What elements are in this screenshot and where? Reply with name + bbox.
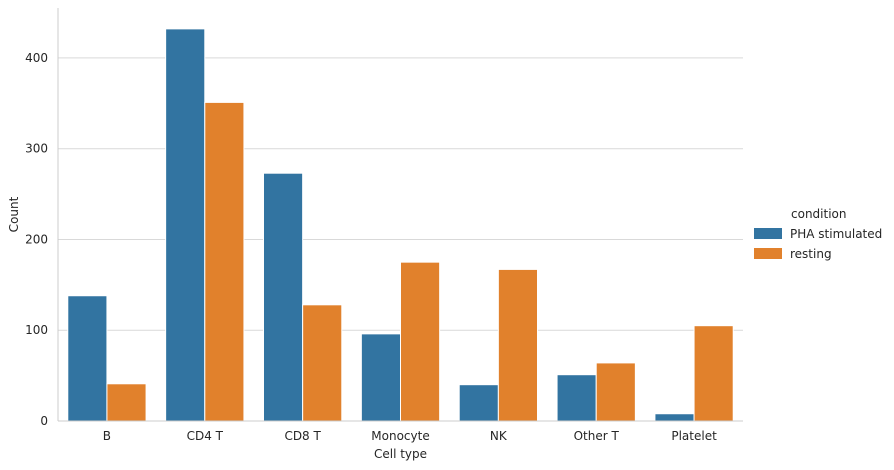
y-tick-labels: 0 100 200 300 400 [25, 51, 48, 428]
bar [556, 374, 597, 422]
bar [67, 295, 108, 422]
legend-title: condition [791, 207, 846, 221]
y-tick-label: 400 [25, 51, 48, 65]
legend: condition PHA stimulated resting [754, 207, 882, 261]
bar [595, 362, 636, 422]
legend-label: resting [790, 247, 832, 261]
x-axis-label: Cell type [374, 447, 427, 461]
y-tick-label: 100 [25, 323, 48, 337]
bar [302, 304, 343, 422]
x-tick-label: B [103, 429, 111, 443]
bar [204, 101, 245, 422]
legend-swatch [754, 248, 782, 259]
x-tick-label: Other T [574, 429, 620, 443]
bar [165, 28, 206, 422]
axes [57, 8, 743, 422]
bar [263, 172, 304, 422]
legend-items: PHA stimulated resting [754, 227, 882, 261]
bars [67, 28, 734, 422]
bar [497, 268, 539, 422]
bar [400, 261, 441, 422]
bar [106, 383, 147, 422]
legend-swatch [754, 228, 782, 239]
x-tick-label: CD8 T [284, 429, 321, 443]
bar [693, 325, 734, 422]
legend-label: PHA stimulated [790, 227, 882, 241]
y-axis-label: Count [7, 196, 21, 232]
x-tick-label: Platelet [671, 429, 717, 443]
bar [458, 384, 499, 422]
y-tick-label: 300 [25, 142, 48, 156]
y-tick-label: 200 [25, 232, 48, 246]
x-tick-label: CD4 T [187, 429, 224, 443]
x-tick-label: Monocyte [371, 429, 429, 443]
y-tick-label: 0 [40, 414, 48, 428]
x-tick-label: NK [490, 429, 508, 443]
bar [360, 333, 402, 422]
bar [654, 413, 695, 422]
x-tick-labels: B CD4 T CD8 T Monocyte NK Other T Platelet [103, 429, 717, 443]
